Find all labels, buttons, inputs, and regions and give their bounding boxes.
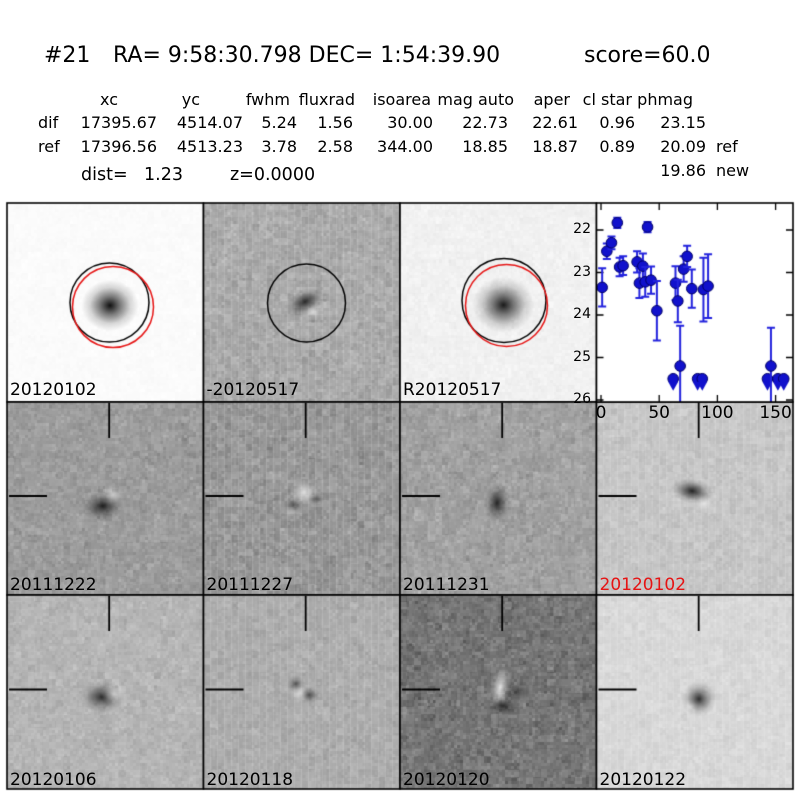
stamp-date-label: R20120517 xyxy=(403,380,502,400)
metrics-cell: 18.87 xyxy=(532,137,578,156)
metrics-column-header: fwhm xyxy=(245,90,290,109)
metrics-cell: 4513.23 xyxy=(176,137,243,156)
stamp-panel-r0c1--20120517 xyxy=(204,203,401,402)
stamp-panel-r0c2-R20120517 xyxy=(400,203,597,402)
stamp-panel-r1c3-20120102 xyxy=(597,402,794,595)
stamp-date-label: 20120102 xyxy=(10,380,97,400)
metrics-cell: 22.73 xyxy=(462,113,508,132)
stamp-panel-r2c2-20120120 xyxy=(400,595,597,789)
dist-label: dist= xyxy=(81,165,128,185)
stamp-date-label: 20111222 xyxy=(10,575,97,595)
lc-ytick-label: 24 xyxy=(573,306,591,322)
metrics-cell: 5.24 xyxy=(261,113,297,132)
dist-value: 1.23 xyxy=(144,165,183,185)
stamp-date-label: 20111227 xyxy=(206,575,294,595)
metrics-column-header: aper xyxy=(533,90,570,109)
metrics-column-header: mag auto xyxy=(437,90,514,109)
metrics-cell: 22.61 xyxy=(532,113,578,132)
metrics-cell: 3.78 xyxy=(261,137,297,156)
stamp-date-label: 20120106 xyxy=(10,770,97,790)
metrics-column-header: fluxrad xyxy=(298,90,355,109)
metrics-row-label: ref xyxy=(38,137,60,156)
metrics-cell: 4514.07 xyxy=(176,113,243,132)
lc-xtick-label: 50 xyxy=(648,403,671,423)
stamp-panel-r2c3-20120122 xyxy=(597,595,794,789)
metrics-extra-note: new xyxy=(716,161,750,180)
candidate-id: #21 xyxy=(44,43,91,68)
metrics-cell: 23.15 xyxy=(660,113,706,132)
metrics-row-label: dif xyxy=(38,113,59,132)
redshift-value: z=0.0000 xyxy=(230,165,316,185)
light-curve-panel xyxy=(597,203,794,402)
stamp-date-label: 20120120 xyxy=(403,770,490,790)
metrics-column-header: xc xyxy=(100,90,118,109)
lc-ytick-label: 22 xyxy=(573,221,591,237)
stamp-date-label: 20120118 xyxy=(206,770,294,790)
stamp-panel-r2c1-20120118 xyxy=(204,595,401,789)
lc-ytick-label: 23 xyxy=(573,263,591,280)
metrics-column-header: isoarea xyxy=(372,90,431,109)
metrics-column-header: cl star xyxy=(582,90,632,109)
metrics-cell: 2.58 xyxy=(317,137,353,156)
lc-ytick-label: 26 xyxy=(573,391,591,407)
stamp-date-label: -20120517 xyxy=(206,380,300,400)
candidate-coordinates: RA= 9:58:30.798 DEC= 1:54:39.90 xyxy=(113,43,501,68)
metrics-cell: 18.85 xyxy=(462,137,508,156)
lc-xtick-label: 100 xyxy=(701,403,734,423)
metrics-cell: 20.09 xyxy=(660,137,706,156)
lc-xtick-label: 150 xyxy=(759,403,792,423)
metrics-row-note: ref xyxy=(716,137,738,156)
metrics-column-header: yc xyxy=(181,90,200,109)
metrics-cell: 30.00 xyxy=(387,113,433,132)
stamp-date-label: 20120122 xyxy=(599,770,687,790)
metrics-column-header: phmag xyxy=(637,90,693,109)
candidate-score: score=60.0 xyxy=(584,43,711,68)
stamp-date-label: 20120102 xyxy=(599,575,687,595)
metrics-cell: 1.56 xyxy=(317,113,353,132)
metrics-cell: 0.96 xyxy=(599,113,635,132)
stamp-panel-r2c0-20120106 xyxy=(7,595,204,789)
metrics-cell: 0.89 xyxy=(599,137,635,156)
metrics-cell: 344.00 xyxy=(377,137,433,156)
stamp-panel-r1c2-20111231 xyxy=(400,402,597,595)
stamp-panel-r1c1-20111227 xyxy=(204,402,401,595)
stamp-date-label: 20111231 xyxy=(403,575,490,595)
metrics-cell: 17396.56 xyxy=(80,137,157,156)
metrics-extra-phmag: 19.86 xyxy=(660,161,706,180)
lc-xtick-label: 0 xyxy=(595,403,607,423)
stamp-panel-r1c0-20111222 xyxy=(7,402,204,595)
lc-ytick-label: 25 xyxy=(573,348,591,365)
stamp-panel-r0c0-20120102 xyxy=(7,203,204,402)
metrics-cell: 17395.67 xyxy=(80,113,157,132)
